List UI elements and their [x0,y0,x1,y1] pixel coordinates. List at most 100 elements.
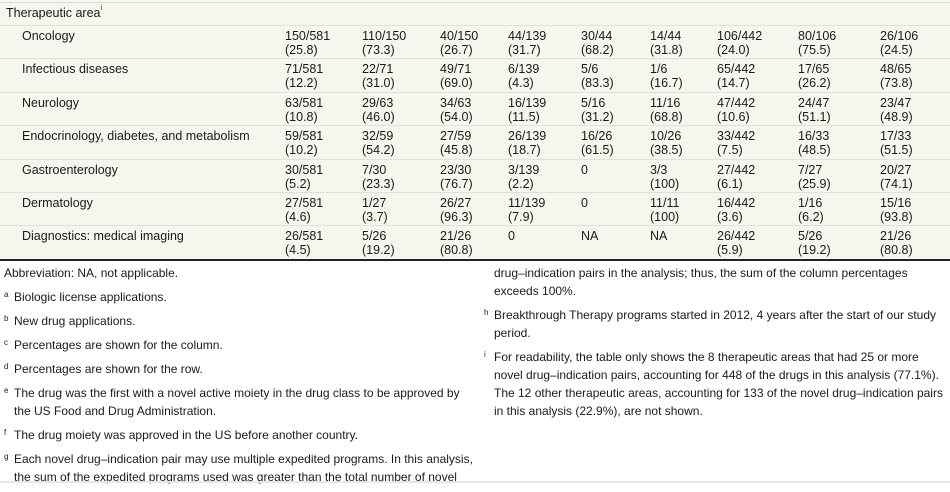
table-cell: 22/71 (31.0) [362,62,395,90]
cell-percent: (31.2) [581,109,614,124]
cell-percent: (5.9) [717,243,743,258]
cell-count: 49/71 [440,62,472,77]
cell-count: 0 [581,196,588,210]
footnotes-right: drug–indication pairs in the analysis; t… [484,264,944,426]
cell-count: 29/63 [362,95,394,110]
cell-percent: (54.0) [440,109,473,124]
footnotes-left: Abbreviation: NA, not applicable. a Biolo… [4,264,474,492]
table-row: Infectious diseases 71/581 (12.2) 22/71 (31.… [0,58,950,92]
table-cell: 40/150 (26.7) [440,29,478,57]
cell-count: 16/442 [717,196,756,210]
table-cell: 6/139 (4.3) [508,62,539,90]
table-row: Gastroenterology 30/581 (5.2) 7/30 (23.3) 23/… [0,158,950,193]
cell-count: 16/26 [581,129,613,144]
cell-percent: (76.7) [440,176,473,191]
cell-count: 17/33 [880,129,912,144]
table-cell: 20/27 (74.1) [880,163,913,191]
cell-percent: (4.6) [285,210,311,224]
cell-percent: (51.5) [880,143,913,158]
cell-percent: (11.5) [508,109,540,124]
table-cell: 44/139 (31.7) [508,29,546,57]
cell-percent: (48.9) [880,109,913,124]
table-cell: 26/581 (4.5) [285,229,323,257]
cell-percent: (12.2) [285,76,318,91]
cell-count: 7/27 [798,162,823,177]
cell-count: 6/139 [508,62,540,77]
cell-count: 59/581 [285,129,324,144]
footnote-e: e The drug was the first with a novel act… [4,384,474,420]
cell-count: 23/30 [440,162,472,177]
table-cell: 17/65 (26.2) [798,62,831,90]
footnote-d: d Percentages are shown for the row. [4,360,474,378]
cell-count: 1/6 [650,62,668,77]
cell-percent: (19.2) [362,243,395,258]
cell-count: 17/65 [798,62,830,77]
table-cell: 26/27 (96.3) [440,196,473,224]
cell-percent: (48.5) [798,143,831,158]
cell-count: 3/139 [508,162,540,177]
table-row: Diagnostics: medical imaging 26/581 (4.5) 5… [0,225,950,259]
cell-percent: (7.9) [508,210,534,224]
table-cell: 150/581 (25.8) [285,29,330,57]
table-cell: 0 [508,229,515,243]
cell-percent: (80.8) [440,243,473,258]
table-cell: 48/65 (73.8) [880,62,913,90]
table-cell: 5/16 (31.2) [581,96,614,124]
table-cell: 21/26 (80.8) [440,229,473,257]
footnote-b: b New drug applications. [4,312,474,330]
table-cell: 3/139 (2.2) [508,163,539,191]
footnote-marker: g [4,452,9,461]
table-cell: 65/442 (14.7) [717,62,755,90]
table-cell: 30/581 (5.2) [285,163,323,191]
footnote-marker: b [4,314,9,323]
table-cell: 27/442 (6.1) [717,163,755,191]
footnote-g: g Each novel drug–indication pair may use… [4,450,474,486]
table-row: Endocrinology, diabetes, and metabolism 5… [0,125,950,159]
table-row: Neurology 63/581 (10.8) 29/63 (46.0) 34/63 (54… [0,91,950,126]
cell-count: 11/11 [650,196,680,210]
cell-count: 16/33 [798,129,830,144]
cell-count: 26/581 [285,229,324,244]
cell-count: NA [581,229,599,244]
cell-percent: (14.7) [717,76,750,91]
cell-count: 0 [508,229,515,244]
cell-percent: (3.7) [362,210,388,224]
section-header: Therapeutic areai [6,5,102,20]
cell-percent: (10.2) [285,143,318,158]
table-cell: 16/26 (61.5) [581,129,614,157]
cell-count: 30/581 [285,162,324,177]
cell-count: 47/442 [717,95,756,110]
table-cell: 11/11 (100) [650,196,679,224]
top-rule [0,2,950,3]
cell-count: 1/27 [362,196,387,210]
cell-percent: (68.8) [650,109,683,124]
table-cell: 110/150 (73.3) [362,29,406,57]
footnote-text: The drug moiety was approved in the US b… [14,428,358,442]
row-label: Neurology [22,95,79,110]
row-label: Gastroenterology [22,162,118,177]
cell-count: 26/27 [440,196,472,210]
cell-count: 71/581 [285,62,324,77]
row-label: Infectious diseases [22,62,129,77]
footnote-text: Percentages are shown for the column. [14,338,223,352]
cell-count: 48/65 [880,62,912,77]
table-cell: 33/442 (7.5) [717,129,755,157]
cell-percent: (6.2) [798,210,824,224]
cell-count: 11/16 [650,95,681,110]
table-cell: 34/63 (54.0) [440,96,473,124]
cell-percent: (5.2) [285,176,311,191]
table-cell: 80/106 (75.5) [798,29,836,57]
cell-percent: (4.3) [508,76,534,91]
table-cell: 21/26 (80.8) [880,229,913,257]
cell-percent: (73.3) [362,43,395,57]
table-cell: 23/30 (76.7) [440,163,473,191]
cell-percent: (6.1) [717,176,743,191]
table-cell: 47/442 (10.6) [717,96,755,124]
table-cell: 26/139 (18.7) [508,129,546,157]
cell-count: 27/581 [285,196,324,210]
table-cell: 16/139 (11.5) [508,96,546,124]
row-label: Dermatology [22,196,93,210]
cell-percent: (54.2) [362,143,395,158]
footnote-marker: i [484,350,486,359]
table-row: Oncology 150/581 (25.8) 110/150 (73.3) 40/150… [0,25,950,59]
